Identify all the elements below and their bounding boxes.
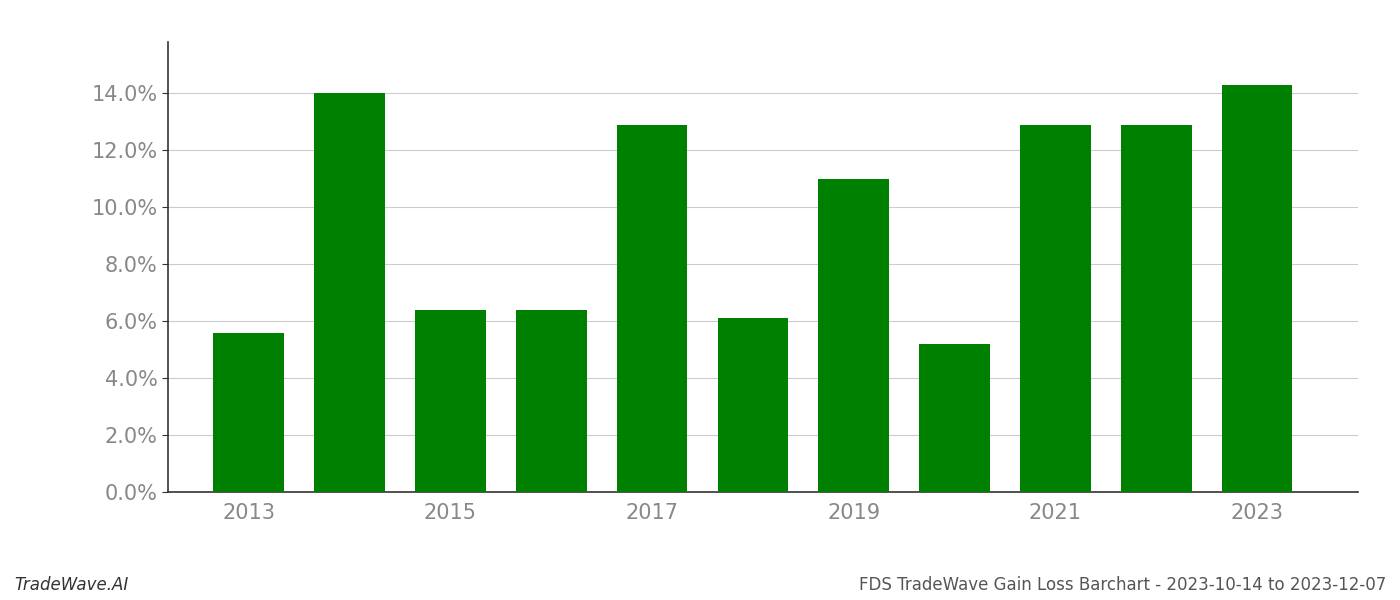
Bar (1121, 125, 1191, 492)
Bar (517, 310, 587, 492)
Bar (213, 332, 284, 492)
Text: FDS TradeWave Gain Loss Barchart - 2023-10-14 to 2023-12-07: FDS TradeWave Gain Loss Barchart - 2023-… (858, 576, 1386, 594)
Bar (920, 344, 990, 492)
Bar (1222, 85, 1292, 492)
Bar (617, 125, 687, 492)
Bar (718, 318, 788, 492)
Bar (819, 179, 889, 492)
Bar (1021, 125, 1091, 492)
Text: TradeWave.AI: TradeWave.AI (14, 576, 129, 594)
Bar (414, 310, 486, 492)
Bar (314, 93, 385, 492)
